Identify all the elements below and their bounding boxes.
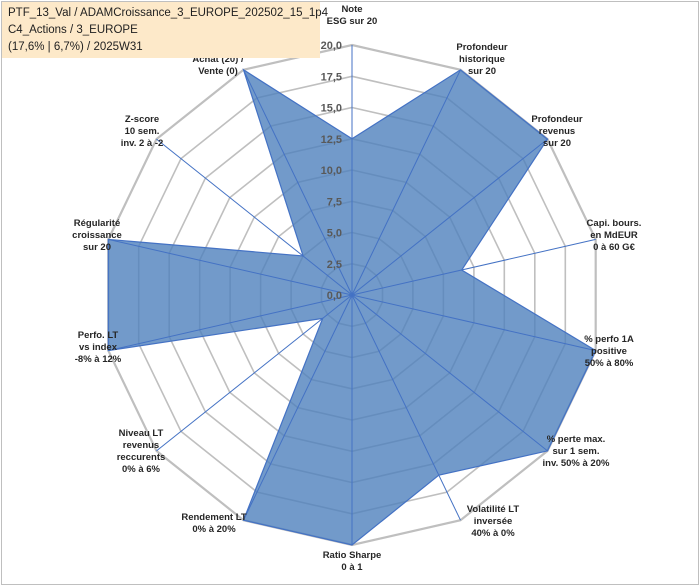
axis-label: Volatilité LT inversée 40% à 0%	[467, 504, 520, 539]
tick-label: 20,0	[321, 40, 342, 52]
axis-spoke	[156, 138, 353, 296]
axis-label-line: 50% à 80%	[585, 358, 634, 369]
axis-label-line: Rendement LT	[181, 512, 246, 523]
axis-label-line: 10 sem.	[125, 126, 160, 137]
axis-label-line: revenus	[123, 440, 159, 451]
axis-label-line: sur 20	[543, 138, 571, 149]
axis-label-line: Perfo. LT	[78, 330, 119, 341]
axis-label-line: historique	[459, 54, 505, 65]
axis-label: Note ESG sur 20	[327, 4, 378, 27]
axis-label-line: 0 à 60 G€	[593, 242, 635, 253]
tick-label: 12,5	[321, 134, 342, 146]
tick-label: 0,0	[327, 290, 342, 302]
axis-label-line: % perfo 1A	[584, 334, 634, 345]
portfolio-name: PTF_13_Val / ADAMCroissance_3_EUROPE_202…	[8, 7, 329, 19]
axis-spoke	[351, 238, 596, 296]
axis-label: Profondeur revenus sur 20	[531, 114, 582, 149]
axis-label: Ratio Sharpe 0 à 1	[323, 550, 382, 573]
axis-label: Niveau LT revenus reccurents 0% à 6%	[117, 428, 166, 475]
axis-label: Z-score 10 sem. inv. 2 à -2	[121, 114, 164, 149]
axis-label: Rendement LT 0% à 20%	[181, 512, 246, 535]
axis-label-line: Profondeur	[456, 42, 507, 53]
axis-label-line: inv. 50% à 20%	[543, 458, 610, 469]
axis-label: % perte max. sur 1 sem. inv. 50% à 20%	[543, 434, 610, 469]
portfolio-info-box: PTF_13_Val / ADAMCroissance_3_EUROPE_202…	[2, 2, 329, 58]
axis-label-line: croissance	[72, 230, 122, 241]
axis-label-line: sur 20	[468, 66, 496, 77]
axis-label-line: Achat (20) /	[192, 54, 244, 65]
axis-label-line: Note	[341, 4, 362, 15]
axis-label-line: -8% à 12%	[75, 354, 122, 365]
axis-label-line: sur 1 sem.	[553, 446, 600, 457]
axis-label-line: Niveau LT	[119, 428, 164, 439]
axis-label-line: reccurents	[117, 452, 166, 463]
axis-label-line: Volatilité LT	[467, 504, 520, 515]
tick-label: 15,0	[321, 103, 342, 115]
axis-label-line: en MdEUR	[590, 230, 638, 241]
axis-label: % perfo 1A positive 50% à 80%	[584, 334, 634, 369]
axis-label-line: 40% à 0%	[471, 528, 515, 539]
axis-spoke	[351, 69, 461, 296]
axis-label-line: Profondeur	[531, 114, 582, 125]
axis-label: Perfo. LT vs index -8% à 12%	[75, 330, 122, 365]
axis-label-line: vs index	[79, 342, 118, 353]
axis-spoke	[108, 238, 353, 296]
axis-spoke	[351, 294, 548, 452]
axis-label-line: Z-score	[125, 114, 159, 125]
axis-label-line: ESG sur 20	[327, 16, 378, 27]
axis-label-line: inversée	[474, 516, 513, 527]
axis-label: Régularité croissance sur 20	[72, 218, 122, 253]
spoke-layer	[108, 45, 596, 545]
tick-label: 2,5	[327, 259, 342, 271]
axis-label-line: positive	[591, 346, 627, 357]
axis-spoke	[156, 294, 353, 452]
axis-label-line: Vente (0)	[198, 66, 238, 77]
axis-label-line: % perte max.	[547, 434, 606, 445]
axis-spoke	[243, 294, 353, 521]
portfolio-stats: (17,6% | 6,7%) / 2025W31	[8, 41, 143, 53]
axis-spoke	[351, 294, 596, 352]
axis-label-line: 0% à 20%	[192, 524, 236, 535]
axis-spoke	[108, 294, 353, 352]
tick-label: 7,5	[327, 196, 342, 208]
axis-label: Profondeur historique sur 20	[456, 42, 507, 77]
axis-spoke	[351, 294, 461, 521]
tick-label: 17,5	[321, 71, 342, 83]
tick-label: 10,0	[321, 165, 342, 177]
axis-label-line: Ratio Sharpe	[323, 550, 382, 561]
axis-label-line: 0 à 1	[341, 562, 363, 573]
axis-label-line: 0% à 6%	[122, 464, 161, 475]
axis-label-line: revenus	[539, 126, 575, 137]
axis-label: Capi. bours. en MdEUR 0 à 60 G€	[587, 218, 642, 253]
tick-label: 5,0	[327, 228, 342, 240]
axis-label-line: Régularité	[74, 218, 120, 229]
axis-spoke	[351, 138, 548, 296]
portfolio-category: C4_Actions / 3_EUROPE	[8, 24, 138, 36]
tick-layer: 0,0 2,5 5,0 7,5 10,0 12,5 15,0 17,5 20,0	[321, 40, 342, 302]
axis-label-line: sur 20	[83, 242, 111, 253]
axis-label-line: inv. 2 à -2	[121, 138, 164, 149]
axis-label-line: Capi. bours.	[587, 218, 642, 229]
axis-spoke	[243, 69, 353, 296]
